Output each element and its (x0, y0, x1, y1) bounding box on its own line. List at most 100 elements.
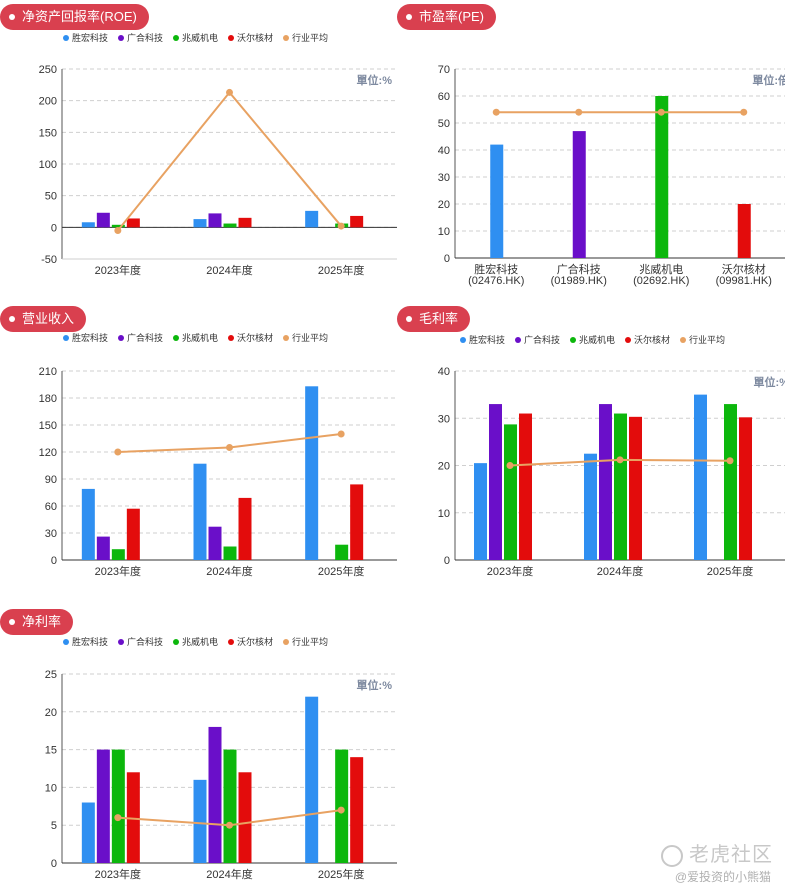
y-tick-label: 15 (45, 745, 57, 757)
unit-label: 單位:% (357, 678, 393, 692)
x-tick-label: 2025年度 (318, 867, 364, 881)
chart-pe: 市盈率(PE) 0 10 20 30 40 50 60 70 單位:倍 胜宏科技 (02476.HK… (397, 4, 785, 294)
x-tick-label: 2024年度 (206, 564, 252, 578)
x-tick-label: (09981.HK) (716, 275, 772, 287)
unit-label: 單位:% (357, 73, 393, 87)
legend-marker (283, 35, 289, 41)
x-tick-label: 2023年度 (95, 867, 141, 881)
y-tick-label: -50 (41, 254, 57, 266)
legend-marker (680, 337, 686, 343)
bar (519, 413, 532, 560)
bar (126, 218, 140, 228)
y-tick-label: 20 (45, 707, 57, 719)
chart-svg: 胜宏科技 广合科技 兆威机电 沃尔核材 行业平均 0 30 60 90 120 150 180 210 2… (39, 332, 397, 578)
legend-label: 兆威机电 (579, 334, 615, 345)
legend-label: 沃尔核材 (237, 636, 273, 647)
legend-marker (118, 335, 124, 341)
bar (238, 497, 252, 560)
legend-label: 沃尔核材 (634, 334, 670, 345)
bar (614, 413, 627, 560)
y-tick-label: 0 (444, 253, 450, 265)
y-tick-label: 60 (45, 501, 57, 513)
title-dot (9, 14, 15, 20)
chart-revenue: 营业收入 胜宏科技 广合科技 兆威机电 沃尔核材 行业平均 0 30 60 90 120 150 18… (0, 306, 400, 586)
bar (694, 394, 707, 560)
chart-svg: 胜宏科技 广合科技 兆威机电 沃尔核材 行业平均 -50 0 50 100 150 200 250 單位… (39, 32, 397, 277)
legend-marker (228, 35, 234, 41)
y-tick-label: 20 (438, 199, 450, 211)
industry-average-point (226, 88, 233, 96)
title-dot (9, 316, 15, 322)
x-tick-label: 2024年度 (206, 263, 252, 277)
legend-label: 沃尔核材 (237, 332, 273, 343)
legend-label: 胜宏科技 (72, 32, 108, 43)
industry-average-point (114, 448, 122, 456)
legend-marker (515, 337, 521, 343)
watermark-user: @爱投资的小熊猫 (674, 870, 771, 884)
chart-svg: 胜宏科技 广合科技 兆威机电 沃尔核材 行业平均 0 5 10 15 20 25 單位:% 2023年度… (45, 636, 397, 881)
legend-label: 行业平均 (292, 332, 328, 343)
bar (96, 749, 110, 863)
bar (223, 749, 237, 863)
y-tick-label: 180 (39, 393, 57, 405)
legend-label: 行业平均 (292, 32, 328, 43)
industry-average-point (492, 108, 500, 116)
y-tick-label: 0 (51, 858, 57, 870)
bar (504, 424, 517, 560)
industry-average-point (657, 108, 665, 116)
watermark-brand-text: 老虎社区 (689, 844, 773, 866)
x-tick-label: 广合科技 (557, 262, 601, 276)
legend-marker (283, 639, 289, 645)
industry-average-point (616, 456, 624, 464)
y-tick-label: 150 (39, 420, 57, 432)
legend-label: 行业平均 (292, 636, 328, 647)
bar (739, 417, 752, 560)
y-tick-label: 0 (51, 222, 57, 234)
bar (737, 204, 751, 258)
legend-marker (63, 35, 69, 41)
bar (335, 544, 349, 560)
chart-title: 营业收入 (22, 311, 75, 326)
legend-label: 兆威机电 (182, 636, 218, 647)
y-tick-label: 100 (39, 159, 57, 171)
bar (81, 222, 95, 228)
chart-title-badge: 毛利率 (397, 306, 471, 332)
bar (126, 772, 140, 863)
legend-label: 广合科技 (127, 32, 163, 43)
bar (111, 224, 125, 228)
y-tick-label: 70 (438, 64, 450, 76)
bar (238, 217, 252, 228)
y-tick-label: 10 (45, 782, 57, 794)
x-tick-label: 2025年度 (318, 263, 364, 277)
bar (238, 772, 252, 863)
x-tick-label: 胜宏科技 (474, 262, 518, 276)
legend-marker (118, 35, 124, 41)
y-tick-label: 10 (438, 226, 450, 238)
chart-gross-margin: 毛利率 胜宏科技 广合科技 兆威机电 沃尔核材 行业平均 0 10 20 30 40 單位:% 202… (397, 306, 785, 586)
y-tick-label: 5 (51, 820, 57, 832)
legend-marker (570, 337, 576, 343)
y-tick-label: 30 (45, 528, 57, 540)
bar (96, 536, 110, 560)
y-tick-label: 40 (438, 145, 450, 157)
bar (111, 549, 125, 560)
chart-title: 毛利率 (419, 311, 459, 326)
x-tick-label: (02476.HK) (468, 275, 524, 287)
bar (81, 488, 95, 560)
y-tick-label: 50 (45, 191, 57, 203)
x-tick-label: 2023年度 (95, 263, 141, 277)
unit-label: 單位:倍 (752, 73, 785, 87)
bar (208, 213, 222, 228)
x-tick-label: (02692.HK) (633, 275, 689, 287)
watermark-brand: 老虎社区 (661, 838, 773, 867)
industry-average-point (226, 444, 233, 451)
legend-marker (63, 639, 69, 645)
unit-label: 單位:% (754, 375, 785, 389)
x-tick-label: 2024年度 (597, 564, 643, 578)
y-tick-label: 90 (45, 474, 57, 486)
legend-label: 广合科技 (127, 636, 163, 647)
x-tick-label: 兆威机电 (639, 262, 683, 276)
y-tick-label: 0 (51, 555, 57, 567)
industry-average-point (740, 108, 748, 116)
legend-label: 胜宏科技 (72, 332, 108, 343)
